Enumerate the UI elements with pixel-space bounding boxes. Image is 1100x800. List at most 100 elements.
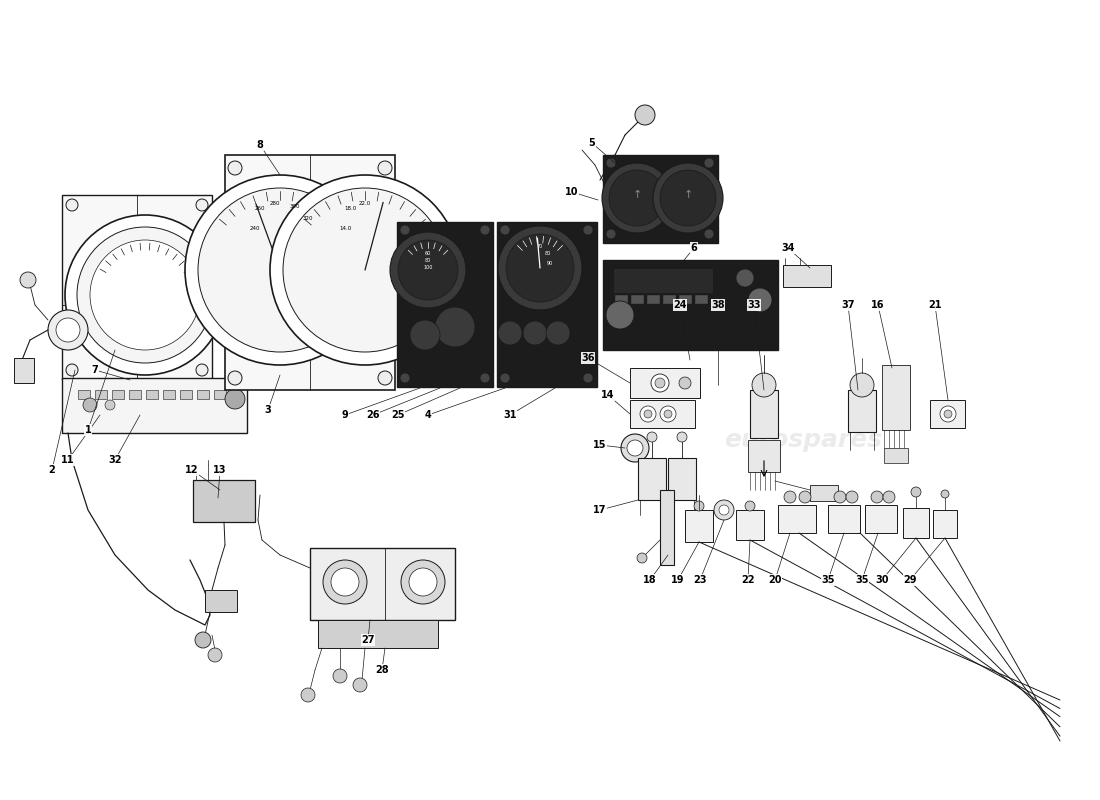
- Bar: [848, 390, 876, 432]
- Circle shape: [748, 288, 772, 312]
- Circle shape: [498, 226, 582, 310]
- Circle shape: [745, 501, 755, 511]
- Bar: [903, 508, 929, 538]
- Circle shape: [333, 669, 346, 683]
- Circle shape: [398, 240, 458, 300]
- Circle shape: [90, 240, 200, 350]
- Circle shape: [196, 199, 208, 211]
- Circle shape: [846, 491, 858, 503]
- Bar: [647, 295, 660, 304]
- Circle shape: [647, 432, 657, 442]
- Text: 16: 16: [871, 300, 884, 310]
- Text: 11: 11: [62, 455, 75, 465]
- Text: ↑: ↑: [683, 190, 693, 200]
- Bar: [180, 390, 192, 399]
- Circle shape: [704, 229, 714, 239]
- Text: 15: 15: [593, 440, 607, 450]
- Text: 5: 5: [588, 138, 595, 148]
- Circle shape: [353, 678, 367, 692]
- Bar: [397, 222, 493, 387]
- Bar: [318, 620, 438, 648]
- Text: 260: 260: [255, 206, 265, 211]
- Text: 18.0: 18.0: [344, 206, 356, 211]
- Circle shape: [198, 188, 362, 352]
- Bar: [828, 505, 860, 533]
- Circle shape: [940, 490, 949, 498]
- Circle shape: [498, 321, 522, 345]
- Bar: [778, 505, 816, 533]
- Circle shape: [195, 632, 211, 648]
- Bar: [930, 400, 965, 428]
- Text: 27: 27: [361, 635, 375, 645]
- Circle shape: [522, 321, 547, 345]
- Circle shape: [506, 234, 574, 302]
- Circle shape: [679, 377, 691, 389]
- Circle shape: [390, 232, 466, 308]
- Bar: [660, 490, 674, 565]
- Text: eurospares: eurospares: [251, 324, 409, 348]
- Circle shape: [654, 378, 666, 388]
- Bar: [613, 268, 713, 293]
- Circle shape: [228, 371, 242, 385]
- Circle shape: [911, 487, 921, 497]
- Text: 36: 36: [581, 353, 595, 363]
- Text: 280: 280: [270, 201, 280, 206]
- Circle shape: [400, 225, 410, 235]
- Circle shape: [609, 170, 666, 226]
- Circle shape: [583, 225, 593, 235]
- Text: 9: 9: [342, 410, 349, 420]
- Text: 3: 3: [265, 405, 272, 415]
- Circle shape: [627, 440, 644, 456]
- Circle shape: [82, 398, 97, 412]
- Circle shape: [65, 215, 226, 375]
- Circle shape: [56, 318, 80, 342]
- Circle shape: [664, 410, 672, 418]
- Circle shape: [196, 364, 208, 376]
- Bar: [205, 590, 236, 612]
- Circle shape: [301, 688, 315, 702]
- Text: 4: 4: [425, 410, 431, 420]
- Circle shape: [640, 406, 656, 422]
- Text: 35: 35: [822, 575, 835, 585]
- Circle shape: [66, 199, 78, 211]
- Text: 80: 80: [544, 251, 551, 256]
- Bar: [736, 510, 764, 540]
- Bar: [78, 390, 90, 399]
- Text: 6: 6: [691, 243, 697, 253]
- Bar: [310, 548, 455, 620]
- Circle shape: [500, 225, 510, 235]
- Bar: [882, 365, 910, 430]
- Circle shape: [323, 560, 367, 604]
- Text: 26: 26: [366, 410, 379, 420]
- Circle shape: [752, 373, 776, 397]
- Text: 100: 100: [424, 265, 432, 270]
- Circle shape: [66, 364, 78, 376]
- Circle shape: [940, 406, 956, 422]
- Circle shape: [331, 568, 359, 596]
- Circle shape: [48, 310, 88, 350]
- Bar: [129, 390, 141, 399]
- Bar: [748, 440, 780, 472]
- Circle shape: [834, 491, 846, 503]
- Circle shape: [409, 568, 437, 596]
- Circle shape: [410, 320, 440, 350]
- Text: 35: 35: [856, 575, 869, 585]
- Circle shape: [402, 560, 446, 604]
- Circle shape: [185, 175, 375, 365]
- Circle shape: [719, 505, 729, 515]
- Circle shape: [500, 373, 510, 383]
- Text: 32: 32: [108, 455, 122, 465]
- Text: 38: 38: [712, 300, 725, 310]
- Circle shape: [784, 491, 796, 503]
- Bar: [214, 390, 225, 399]
- Circle shape: [226, 389, 245, 409]
- Bar: [163, 390, 175, 399]
- Circle shape: [480, 373, 490, 383]
- Bar: [668, 458, 696, 500]
- Circle shape: [77, 227, 213, 363]
- Text: 13: 13: [213, 465, 227, 475]
- Bar: [630, 368, 700, 398]
- Text: 29: 29: [903, 575, 916, 585]
- Circle shape: [270, 175, 460, 365]
- Circle shape: [651, 374, 669, 392]
